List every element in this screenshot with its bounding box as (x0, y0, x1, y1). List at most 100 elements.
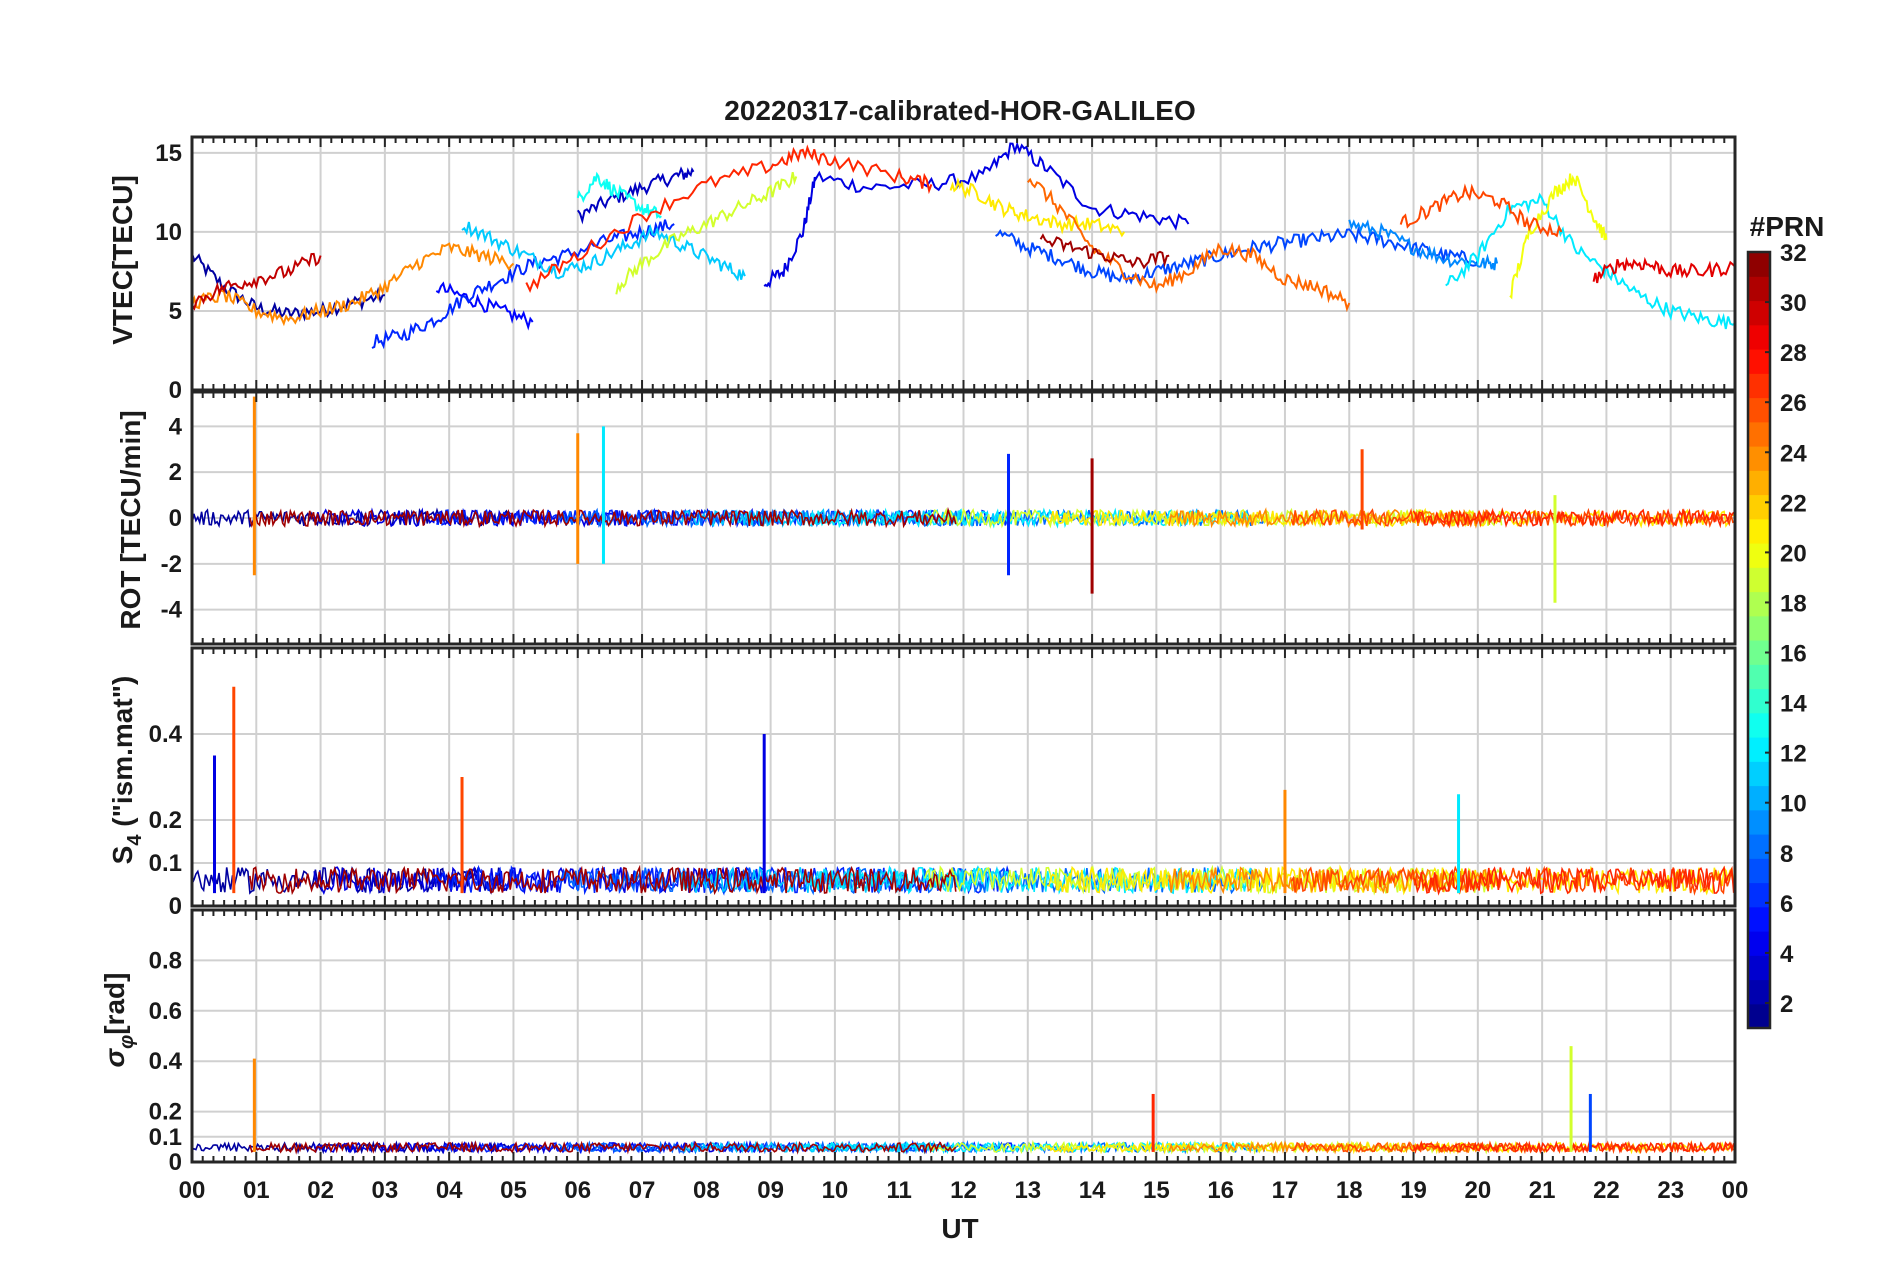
x-tick-label: 17 (1272, 1177, 1299, 1204)
s4-panel: 0 0.1 0.2 0.4 (149, 646, 1737, 920)
colorbar-segment (1748, 591, 1770, 617)
colorbar-tick-label: 16 (1780, 641, 1807, 668)
x-tick-label: 18 (1336, 1177, 1363, 1204)
chart-title: 20220317-calibrated-HOR-GALILEO (724, 95, 1196, 126)
colorbar-tick-label: 6 (1780, 891, 1793, 918)
x-tick-label: 14 (1079, 1177, 1106, 1204)
colorbar-frame (1746, 250, 1772, 1030)
colorbar-tick-label: 22 (1780, 490, 1807, 517)
rot-ytick-label: -2 (161, 551, 182, 578)
vtec-series-prn-11 (461, 221, 746, 282)
rot-series-prn-19 (924, 507, 1503, 529)
colorbar-tick-label: 24 (1780, 440, 1807, 467)
rot-panel: -4 -2 0 2 4 (161, 390, 1737, 646)
colorbar-tick-label: 30 (1780, 290, 1807, 317)
colorbar-segment (1748, 688, 1770, 714)
colorbar-segment (1748, 446, 1770, 471)
x-tick-label: 08 (693, 1177, 720, 1204)
sigma-ytick-label: 0.1 (149, 1124, 182, 1151)
vtec-ytick-label: 5 (169, 298, 182, 325)
colorbar-segment (1748, 252, 1770, 277)
sigma-ytick-label: 0.4 (149, 1048, 183, 1075)
x-tick-label: 04 (436, 1177, 463, 1204)
x-tick-label: 16 (1207, 1177, 1234, 1204)
x-tick-label: 05 (500, 1177, 527, 1204)
rot-series-prn-27 (1412, 507, 1735, 529)
x-tick-label: 22 (1593, 1177, 1620, 1204)
x-tick-label: 20 (1464, 1177, 1491, 1204)
colorbar-tick-label: 28 (1780, 340, 1807, 367)
x-tick-label: 10 (822, 1177, 849, 1204)
x-tick-labels: 00 01 02 03 04 05 06 07 08 09 10 11 12 13 14 15 16 17 18 19… (179, 1177, 1749, 1204)
s4-grid (192, 648, 1735, 906)
s4-ticks (191, 648, 1736, 906)
s4-ytick-label: 0.1 (149, 850, 182, 877)
colorbar-tick-label: 20 (1780, 540, 1807, 567)
vtec-grid (192, 137, 1735, 390)
sigma-ticks (191, 910, 1736, 1162)
x-tick-label: 12 (950, 1177, 977, 1204)
x-tick-label: 00 (179, 1177, 206, 1204)
vtec-ticks (191, 137, 1736, 390)
colorbar-segment (1748, 712, 1770, 738)
colorbar-segment (1748, 931, 1770, 956)
vtec-panel: 0 5 10 15 (155, 135, 1737, 404)
rot-data (192, 396, 1735, 603)
sigma-ytick-label: 0.2 (149, 1099, 182, 1126)
vtec-series-prn-21 (949, 177, 1126, 238)
x-tick-label: 23 (1657, 1177, 1684, 1204)
colorbar-tick-label: 14 (1780, 691, 1807, 718)
colorbar-segment (1748, 324, 1770, 350)
vtec-series-prn-25 (1027, 177, 1351, 313)
colorbar-segment (1748, 615, 1770, 641)
colorbar-label: #PRN (1750, 211, 1825, 242)
s4-ytick-label: 0.2 (149, 807, 182, 834)
colorbar-segment (1748, 906, 1770, 932)
rot-ylabel: ROT [TECU/min] (115, 410, 146, 629)
vtec-series-prn-6 (371, 219, 675, 350)
colorbar-segment (1748, 882, 1770, 908)
x-tick-label: 09 (757, 1177, 784, 1204)
colorbar-segment (1748, 421, 1770, 447)
vtec-ytick-label: 0 (169, 377, 182, 404)
vtec-series-prn-27 (525, 144, 933, 293)
sigma-panel: 00.10.2 0.4 0.6 0.8 (149, 908, 1737, 1176)
sigma-ytick-label: 0.6 (149, 998, 182, 1025)
sigma-series-prn-31 (249, 1140, 957, 1155)
vtec-series-prn-5 (435, 281, 534, 331)
rot-ytick-label: 2 (169, 459, 182, 486)
sigma-series-prn-27 (1412, 1140, 1735, 1155)
x-tick-label: 21 (1529, 1177, 1556, 1204)
colorbar-segment (1748, 1003, 1770, 1029)
colorbar: 32 30 28 26 24 22 20 18 16 14 12 10 8 6 4 2 (1746, 240, 1807, 1030)
colorbar-tick-label: 2 (1780, 991, 1793, 1018)
colorbar-segment (1748, 276, 1770, 302)
colorbar-tick-label: 26 (1780, 390, 1807, 417)
colorbar-segment (1748, 979, 1770, 1005)
x-tick-label: 06 (564, 1177, 591, 1204)
colorbar-tick-label: 32 (1780, 240, 1807, 267)
vtec-series-prn-30 (192, 252, 322, 311)
vtec-series-prn-24 (192, 242, 515, 327)
vtec-series-prn-31 (1039, 233, 1170, 270)
rot-ytick-label: 4 (169, 413, 183, 440)
colorbar-tick-label: 8 (1780, 841, 1793, 868)
vtec-series-prn-19 (615, 172, 798, 295)
colorbar-segment (1748, 761, 1770, 787)
vtec-series-prn-26 (1399, 183, 1563, 238)
x-tick-label: 01 (243, 1177, 270, 1204)
sigma-ytick-label: 0 (169, 1149, 182, 1176)
s4-ytick-label: 0 (169, 893, 182, 920)
colorbar-segment (1748, 349, 1770, 374)
vtec-ytick-label: 15 (155, 140, 182, 167)
vtec-series-prn-20 (1509, 173, 1608, 300)
colorbar-segment (1748, 834, 1770, 859)
x-tick-label: 15 (1143, 1177, 1170, 1204)
colorbar-segment (1748, 785, 1770, 811)
colorbar-tick-label: 12 (1780, 741, 1807, 768)
sigma-grid (192, 910, 1735, 1162)
rot-ytick-label: 0 (169, 505, 182, 532)
rot-ytick-label: -4 (161, 597, 183, 624)
colorbar-segment (1748, 300, 1770, 326)
vtec-series-prn-29 (1592, 256, 1735, 284)
